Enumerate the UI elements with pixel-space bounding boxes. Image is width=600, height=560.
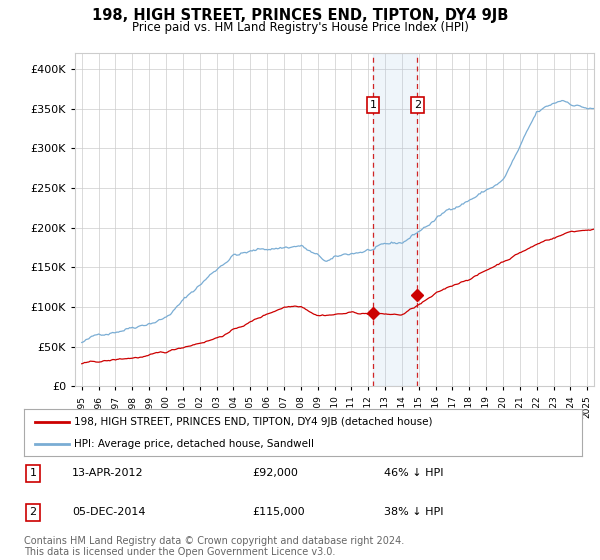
Text: 38% ↓ HPI: 38% ↓ HPI (384, 507, 443, 517)
Text: 2: 2 (29, 507, 37, 517)
Text: 198, HIGH STREET, PRINCES END, TIPTON, DY4 9JB: 198, HIGH STREET, PRINCES END, TIPTON, D… (92, 8, 508, 24)
Text: £115,000: £115,000 (252, 507, 305, 517)
Text: 05-DEC-2014: 05-DEC-2014 (72, 507, 146, 517)
Text: 198, HIGH STREET, PRINCES END, TIPTON, DY4 9JB (detached house): 198, HIGH STREET, PRINCES END, TIPTON, D… (74, 417, 433, 427)
Text: 2: 2 (414, 100, 421, 110)
Text: HPI: Average price, detached house, Sandwell: HPI: Average price, detached house, Sand… (74, 438, 314, 449)
Bar (373, 53, 418, 386)
Text: £92,000: £92,000 (252, 468, 298, 478)
Text: Price paid vs. HM Land Registry's House Price Index (HPI): Price paid vs. HM Land Registry's House … (131, 21, 469, 34)
Text: 46% ↓ HPI: 46% ↓ HPI (384, 468, 443, 478)
Text: 1: 1 (29, 468, 37, 478)
Text: 1: 1 (370, 100, 376, 110)
Text: Contains HM Land Registry data © Crown copyright and database right 2024.
This d: Contains HM Land Registry data © Crown c… (24, 535, 404, 557)
Text: 13-APR-2012: 13-APR-2012 (72, 468, 143, 478)
